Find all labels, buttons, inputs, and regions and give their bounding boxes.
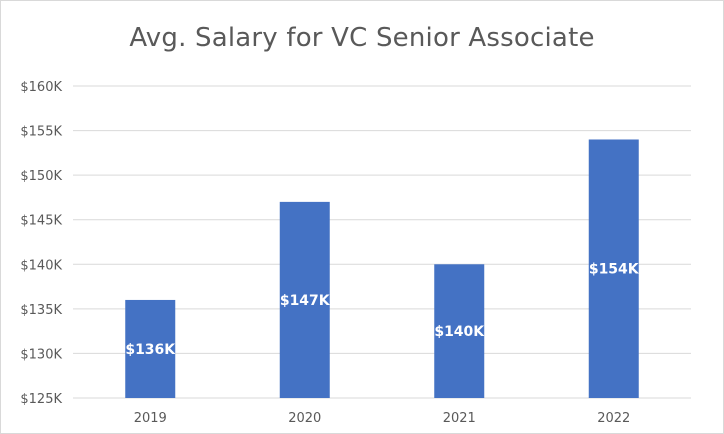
- bar: [434, 264, 485, 398]
- y-tick-label: $125K: [20, 392, 62, 407]
- data-labels: $136K $147K $140K $154K: [125, 262, 639, 358]
- bar: [588, 139, 639, 398]
- bar-data-label: $147K: [280, 293, 331, 309]
- y-tick-label: $140K: [20, 258, 62, 273]
- x-tick-label: 2019: [134, 411, 167, 426]
- x-axis-tick-labels: 2019 2020 2021 2022: [134, 411, 631, 426]
- bar-data-label: $154K: [589, 262, 640, 278]
- chart-title: Avg. Salary for VC Senior Associate: [129, 23, 595, 53]
- y-tick-label: $130K: [20, 347, 62, 362]
- x-tick-label: 2022: [597, 411, 630, 426]
- bar: [279, 201, 330, 398]
- bar: [125, 299, 176, 398]
- y-tick-label: $145K: [20, 214, 62, 229]
- y-tick-label: $155K: [20, 125, 62, 140]
- y-tick-label: $135K: [20, 303, 62, 318]
- y-axis-tick-labels: $125K $130K $135K $140K $145K $150K $155K $160K: [20, 80, 62, 407]
- bar-data-label: $136K: [125, 342, 176, 358]
- x-tick-label: 2020: [288, 411, 321, 426]
- y-tick-label: $150K: [20, 169, 62, 184]
- y-tick-label: $160K: [20, 80, 62, 95]
- gridlines: [73, 85, 691, 399]
- bar-data-label: $140K: [434, 324, 485, 340]
- x-tick-label: 2021: [443, 411, 476, 426]
- bars: [125, 139, 639, 398]
